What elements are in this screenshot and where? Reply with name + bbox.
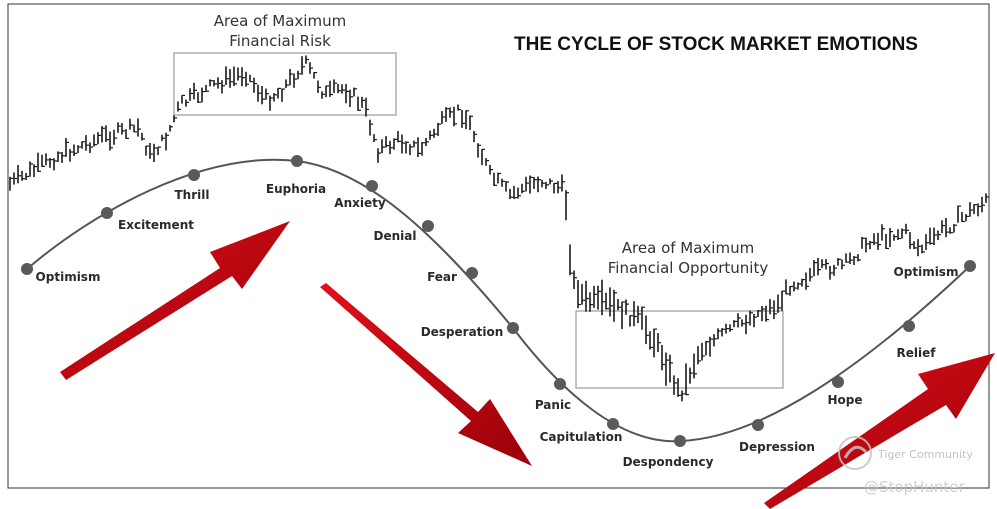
dot-fear bbox=[466, 267, 478, 279]
down-arrow bbox=[320, 283, 532, 466]
label-denial: Denial bbox=[374, 229, 417, 243]
label-capitulation: Capitulation bbox=[540, 430, 623, 444]
label-optimism-start: Optimism bbox=[36, 270, 101, 284]
price-bars bbox=[9, 55, 989, 402]
label-desperation: Desperation bbox=[421, 325, 504, 339]
dot-optimism-start bbox=[21, 263, 33, 275]
dot-despondency bbox=[674, 435, 686, 447]
opportunity-area-label-line2: Financial Opportunity bbox=[608, 259, 769, 277]
dot-euphoria bbox=[291, 155, 303, 167]
emotion-dots bbox=[21, 155, 976, 447]
tiger-logo-mark bbox=[843, 445, 868, 459]
dot-denial bbox=[422, 220, 434, 232]
dot-panic bbox=[554, 378, 566, 390]
risk-area-box bbox=[173, 52, 397, 116]
risk-area-label-line2: Financial Risk bbox=[229, 32, 331, 50]
emotion-labels: Optimism Excitement Thrill Euphoria Anxi… bbox=[36, 182, 959, 469]
opportunity-area-box bbox=[575, 310, 784, 389]
dot-capitulation bbox=[607, 418, 619, 430]
diagram-title: THE CYCLE OF STOCK MARKET EMOTIONS bbox=[514, 34, 918, 55]
dot-depression bbox=[752, 419, 764, 431]
label-fear: Fear bbox=[427, 270, 457, 284]
label-depression: Depression bbox=[739, 440, 815, 454]
watermark-handle: @StopHunter bbox=[864, 478, 966, 496]
risk-area-label-line1: Area of Maximum bbox=[214, 12, 346, 30]
up-arrow-right bbox=[764, 353, 995, 509]
label-excitement: Excitement bbox=[118, 218, 194, 232]
dot-optimism-end bbox=[964, 260, 976, 272]
opportunity-area-label-line1: Area of Maximum bbox=[622, 239, 754, 257]
label-anxiety: Anxiety bbox=[334, 196, 386, 210]
label-optimism-end: Optimism bbox=[894, 265, 959, 279]
dot-anxiety bbox=[366, 180, 378, 192]
label-panic: Panic bbox=[535, 398, 571, 412]
label-hope: Hope bbox=[827, 393, 862, 407]
dot-hope bbox=[832, 376, 844, 388]
label-thrill: Thrill bbox=[175, 188, 210, 202]
watermark-community: Tiger Community bbox=[877, 448, 973, 461]
dot-thrill bbox=[188, 169, 200, 181]
label-despondency: Despondency bbox=[623, 455, 714, 469]
diagram-frame bbox=[7, 3, 990, 489]
dot-desperation bbox=[507, 322, 519, 334]
dot-relief bbox=[903, 320, 915, 332]
label-euphoria: Euphoria bbox=[266, 182, 326, 196]
tiger-logo-icon bbox=[838, 436, 872, 470]
watermark: Tiger Community @StopHunter bbox=[838, 436, 973, 496]
dot-excitement bbox=[101, 207, 113, 219]
label-relief: Relief bbox=[897, 346, 937, 360]
up-arrow-left bbox=[60, 221, 290, 380]
